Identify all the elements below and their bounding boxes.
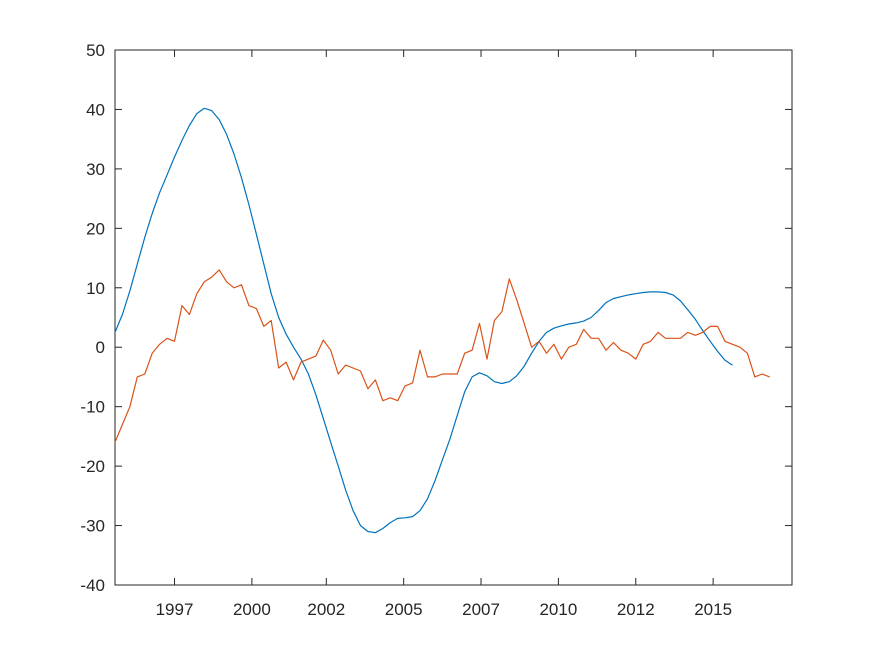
series-layer — [114, 107, 770, 534]
x-tick-label: 1997 — [156, 600, 194, 619]
y-tick-label: 50 — [86, 41, 105, 60]
y-tick-label: -30 — [80, 517, 105, 536]
y-tick-label: -20 — [80, 457, 105, 476]
x-tick-label: 2005 — [385, 600, 423, 619]
y-tick-label: -40 — [80, 576, 105, 595]
x-tick-label: 2015 — [694, 600, 732, 619]
series-line-1 — [114, 107, 733, 534]
y-tick-label: -10 — [80, 398, 105, 417]
x-axis: 1997 2000 2002 2005 2007 2010 2012 2015 — [156, 50, 732, 619]
x-tick-label: 2002 — [307, 600, 345, 619]
y-tick-label: 0 — [96, 338, 105, 357]
x-tick-label: 2010 — [539, 600, 577, 619]
y-tick-label: 40 — [86, 100, 105, 119]
series-line-2 — [114, 269, 770, 443]
y-axis: 50 40 30 20 10 0 -10 -20 -30 -40 — [80, 41, 792, 595]
y-tick-label: 10 — [86, 279, 105, 298]
x-tick-label: 2000 — [233, 600, 271, 619]
plot-area — [114, 49, 793, 586]
x-tick-label: 2007 — [462, 600, 500, 619]
y-tick-label: 20 — [86, 219, 105, 238]
y-tick-label: 30 — [86, 160, 105, 179]
x-tick-label: 2012 — [617, 600, 655, 619]
